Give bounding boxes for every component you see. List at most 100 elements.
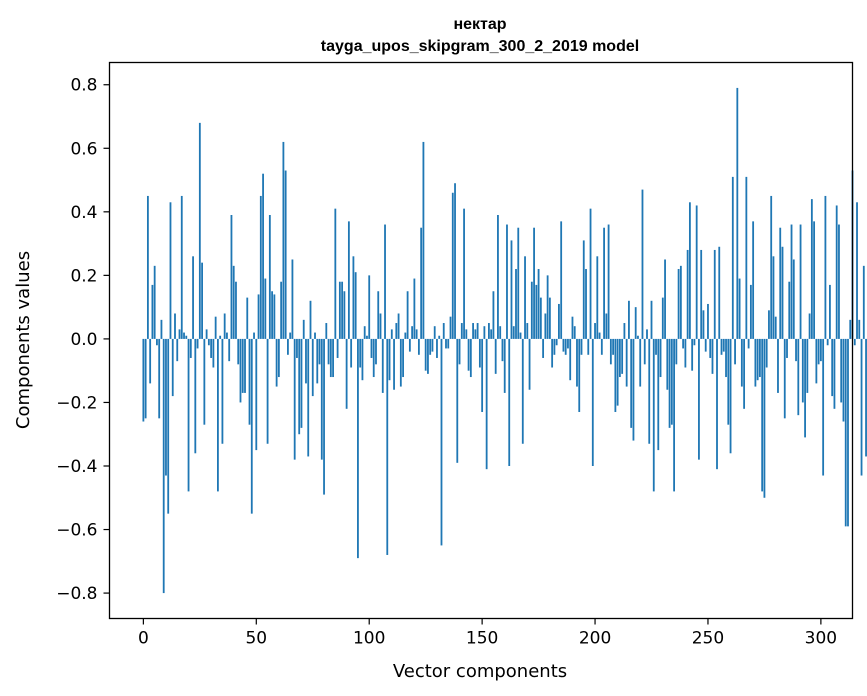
bar bbox=[684, 338, 687, 368]
bar bbox=[582, 240, 585, 339]
bar bbox=[788, 281, 791, 339]
bar bbox=[844, 338, 847, 527]
bar bbox=[463, 208, 465, 339]
bar bbox=[824, 195, 827, 339]
bar bbox=[219, 335, 222, 339]
bar bbox=[623, 323, 626, 339]
bar bbox=[300, 338, 303, 428]
bar bbox=[214, 316, 217, 339]
bar bbox=[695, 205, 698, 339]
bar bbox=[151, 284, 154, 339]
bar bbox=[555, 338, 558, 346]
bar bbox=[548, 297, 551, 339]
bar bbox=[659, 338, 662, 378]
chart-title: нектар bbox=[453, 16, 506, 33]
bar bbox=[786, 338, 788, 358]
bar bbox=[743, 338, 746, 409]
bar bbox=[205, 329, 208, 339]
bar bbox=[804, 338, 806, 438]
bar bbox=[546, 275, 549, 339]
bar bbox=[632, 338, 635, 441]
bar bbox=[862, 265, 865, 339]
y-axis: −0.8 −0.6 −0.4 −0.2 0.0 0.2 0.4 0.6 0.8 bbox=[56, 76, 110, 604]
bar bbox=[664, 259, 666, 339]
bar bbox=[840, 338, 843, 403]
bar bbox=[284, 170, 287, 339]
bar bbox=[402, 338, 404, 378]
bar bbox=[535, 284, 538, 339]
bar bbox=[609, 338, 612, 365]
bars-group bbox=[142, 87, 867, 594]
bar bbox=[655, 338, 657, 355]
bar bbox=[194, 338, 197, 454]
bar bbox=[709, 338, 712, 358]
bar bbox=[501, 338, 504, 362]
bar bbox=[777, 338, 779, 393]
bar bbox=[334, 208, 337, 339]
bar bbox=[440, 338, 443, 546]
bar bbox=[149, 338, 152, 384]
y-axis-label: Components values bbox=[13, 251, 34, 429]
bar bbox=[246, 297, 249, 339]
x-tick-label: 100 bbox=[353, 629, 385, 649]
bar bbox=[174, 313, 176, 339]
bar bbox=[754, 338, 757, 387]
bar bbox=[765, 338, 768, 368]
bar bbox=[354, 272, 357, 339]
bar bbox=[384, 224, 386, 339]
bar bbox=[573, 326, 576, 339]
bar bbox=[167, 338, 170, 514]
bar bbox=[833, 338, 836, 409]
bar bbox=[686, 249, 689, 339]
bar bbox=[711, 338, 714, 374]
bar bbox=[551, 338, 554, 368]
bar bbox=[388, 338, 391, 381]
bar bbox=[422, 141, 425, 339]
bar bbox=[822, 338, 825, 476]
bar bbox=[250, 338, 253, 514]
bar bbox=[162, 338, 165, 594]
bar bbox=[264, 278, 267, 339]
bar bbox=[713, 249, 716, 339]
bar bbox=[262, 173, 264, 339]
bar bbox=[542, 338, 545, 358]
bar bbox=[725, 338, 727, 378]
bar bbox=[311, 338, 314, 397]
bar bbox=[474, 329, 477, 339]
bar bbox=[605, 313, 608, 339]
bar bbox=[413, 278, 416, 339]
bar bbox=[621, 338, 624, 374]
bar bbox=[578, 338, 581, 412]
bar bbox=[490, 329, 493, 339]
bar bbox=[424, 338, 427, 371]
bar bbox=[314, 332, 316, 339]
bar bbox=[752, 221, 755, 339]
bar bbox=[639, 338, 642, 387]
y-tick-label: 0.8 bbox=[70, 76, 97, 96]
bar bbox=[526, 323, 529, 339]
y-tick-label: 0.2 bbox=[70, 266, 97, 286]
bar bbox=[792, 259, 795, 339]
bar bbox=[679, 265, 682, 339]
bar bbox=[415, 329, 418, 339]
bar bbox=[700, 249, 703, 339]
bar bbox=[438, 335, 441, 339]
bar bbox=[808, 313, 811, 339]
bar bbox=[180, 195, 183, 339]
bar bbox=[688, 202, 691, 339]
bar bbox=[436, 338, 438, 358]
bar bbox=[406, 291, 409, 339]
bar bbox=[668, 338, 671, 428]
bar bbox=[734, 338, 736, 365]
bar bbox=[282, 141, 285, 339]
bar bbox=[298, 338, 301, 435]
bar bbox=[445, 338, 447, 349]
bar bbox=[196, 338, 199, 349]
bar bbox=[192, 256, 194, 339]
bar bbox=[442, 323, 445, 339]
bar bbox=[783, 338, 786, 419]
bar bbox=[810, 199, 813, 339]
bar bbox=[386, 338, 389, 555]
bar bbox=[357, 338, 359, 559]
bar bbox=[849, 319, 852, 339]
